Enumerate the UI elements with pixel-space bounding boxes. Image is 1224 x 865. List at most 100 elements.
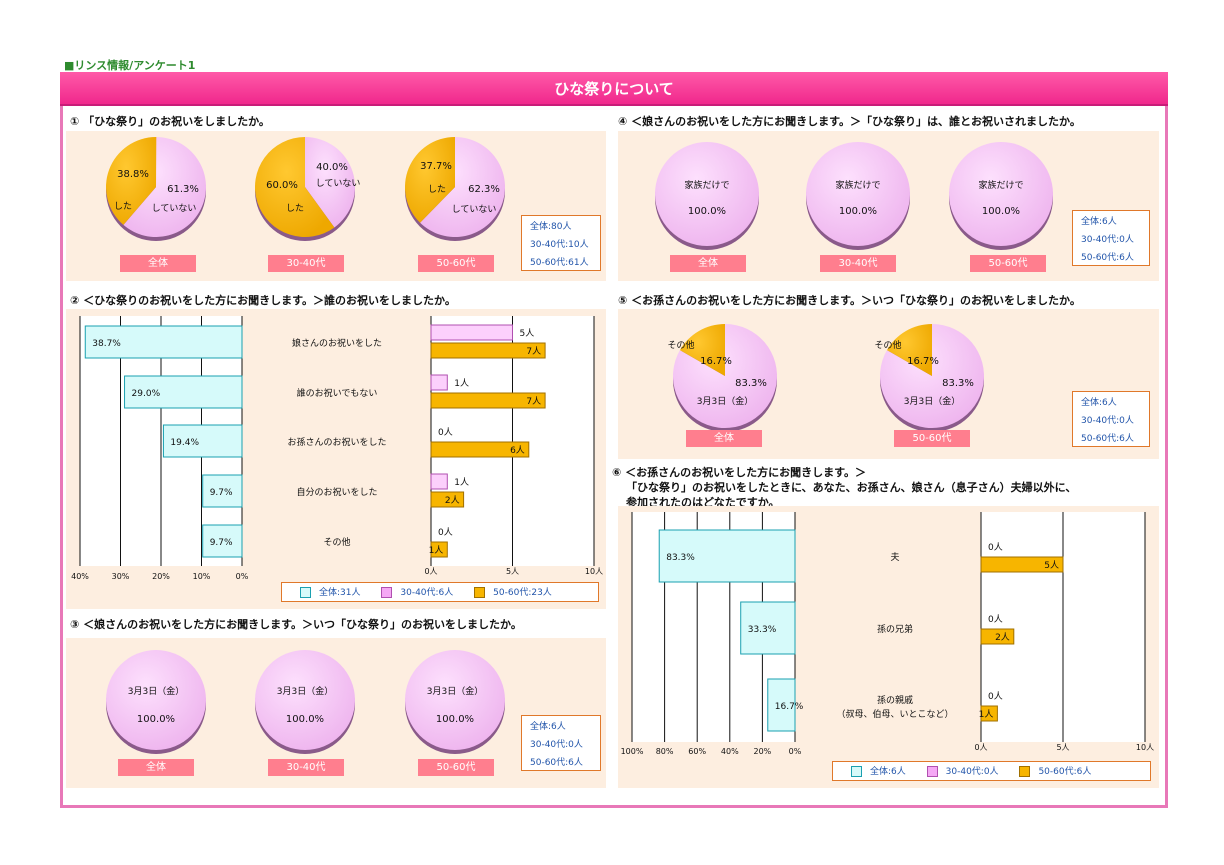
pie-slice <box>305 137 355 228</box>
pie-value-label: 83.3% <box>735 378 767 389</box>
pie-category-label: した <box>114 201 132 212</box>
bar-5060 <box>980 628 1015 645</box>
legend-s2-5060: 50-60代:23人 <box>493 588 552 598</box>
pie-category-label: その他 <box>667 339 694 351</box>
legend-s3-5060: 50-60代:6人 <box>530 758 583 768</box>
bar <box>162 424 243 458</box>
category-label: 誰のお祝いでもない <box>297 387 378 399</box>
legend-s1-all: 全体:80人 <box>530 222 572 232</box>
badge-s4-3040: 30-40代 <box>820 255 896 272</box>
pie-value-label: 60.0% <box>266 180 298 191</box>
bar-3040-label: 0人 <box>438 427 453 438</box>
section-2-title: ② ＜ひな祭りのお祝いをした方にお聞きします。＞誰のお祝いをしましたか。 <box>70 294 456 307</box>
legend-s3-all: 全体:6人 <box>530 722 566 732</box>
bar-value-label: 9.7% <box>210 488 233 498</box>
bar-3040 <box>430 473 448 490</box>
pie-slice <box>880 324 985 429</box>
badge-s3-3040: 30-40代 <box>268 759 344 776</box>
legend-s2-3040: 30-40代:6人 <box>400 588 454 598</box>
pie-category-label: していない <box>452 204 497 215</box>
legend-s5-5060: 50-60代:6人 <box>1081 434 1134 444</box>
tick-label: 60% <box>688 747 706 756</box>
pie-category-label: その他 <box>874 339 901 351</box>
pie-slice <box>106 137 157 225</box>
bar <box>202 524 243 558</box>
tick-label: 20% <box>754 747 772 756</box>
pie-category-label: 家族だけで <box>684 179 729 191</box>
legend-s2: 全体:31人 30-40代:6人 50-60代:23人 <box>281 582 599 602</box>
category-label: 孫の兄弟 <box>877 623 913 635</box>
badge-s1-3040: 30-40代 <box>268 255 344 272</box>
category-label: 自分のお祝いをした <box>296 486 377 498</box>
pie-category-label: 3月3日（金） <box>904 395 960 407</box>
pie-slice <box>673 324 778 429</box>
badge-s3-all: 全体 <box>118 759 194 776</box>
pie-value-label: 16.7% <box>700 356 732 367</box>
section-6-title-1: ⑥ ＜お孫さんのお祝いをした方にお聞きします。＞ <box>612 466 867 479</box>
bar-3040 <box>430 374 448 391</box>
bar-5060 <box>980 556 1064 573</box>
section-4-title: ④ ＜娘さんのお祝いをした方にお聞きします。＞「ひな祭り」は、誰とお祝いされまし… <box>618 115 1081 128</box>
bar-5060-label: 7人 <box>526 396 541 407</box>
badge-s1-5060: 50-60代 <box>418 255 494 272</box>
pie-category-label: していない <box>316 178 361 189</box>
bar-5060 <box>430 491 465 508</box>
bar-3040-label: 0人 <box>988 542 1003 553</box>
pie-value-label: 100.0% <box>286 714 324 725</box>
tick-label: 5人 <box>1056 743 1069 752</box>
tick-label: 10人 <box>585 567 603 576</box>
legend-s5-3040: 30-40代:0人 <box>1081 416 1134 426</box>
legend-s6: 全体:6人 30-40代:0人 50-60代:6人 <box>832 761 1151 781</box>
bar-3040-label: 5人 <box>520 328 535 339</box>
bar-3040-label: 1人 <box>454 477 469 488</box>
bar-5060-label: 5人 <box>1044 560 1059 571</box>
legend-s5-all: 全体:6人 <box>1081 398 1117 408</box>
pie-category-label: した <box>286 203 304 214</box>
legend-s6-3040: 30-40代:0人 <box>945 767 999 777</box>
tick-label: 30% <box>112 572 130 581</box>
pie-category-label: 3月3日（金） <box>128 685 184 697</box>
pie-value-label: 16.7% <box>907 356 939 367</box>
category-label: 夫 <box>890 551 899 563</box>
pie-category-label: 3月3日（金） <box>427 685 483 697</box>
tick-label: 40% <box>71 572 89 581</box>
legend-s3: 全体:6人 30-40代:0人 50-60代:6人 <box>521 715 601 771</box>
bar-5060-label: 1人 <box>429 545 444 556</box>
pie-value-label: 61.3% <box>167 184 199 195</box>
legend-s1-3040: 30-40代:10人 <box>530 240 589 250</box>
pie-category-label: していない <box>152 203 197 214</box>
badge-s3-5060: 50-60代 <box>418 759 494 776</box>
bar-value-label: 9.7% <box>210 538 233 548</box>
category-label: 孫の親戚 <box>877 694 913 706</box>
pie-slice <box>806 142 910 246</box>
tick-label: 20% <box>152 572 170 581</box>
tick-label: 0人 <box>974 743 987 752</box>
category-label: その他 <box>323 536 350 548</box>
legend-swatch-pink <box>926 766 938 777</box>
bar-5060-label: 1人 <box>979 709 994 720</box>
pie-category-label: 3月3日（金） <box>277 685 333 697</box>
bar-5060-label: 7人 <box>526 346 541 357</box>
pie-slice <box>405 650 505 750</box>
tick-label: 0% <box>789 747 802 756</box>
pie-category-label: 3月3日（金） <box>697 395 753 407</box>
legend-s5: 全体:6人 30-40代:0人 50-60代:6人 <box>1072 391 1150 447</box>
bar-3040 <box>430 324 513 341</box>
pie-value-label: 40.0% <box>316 162 348 173</box>
legend-swatch-cyan <box>851 766 862 777</box>
tick-label: 5人 <box>506 567 519 576</box>
tick-label: 0人 <box>424 567 437 576</box>
category-sublabel: （叔母、伯母、いとこなど） <box>836 708 953 720</box>
bar-5060-label: 2人 <box>445 495 460 506</box>
tick-label: 10% <box>193 572 211 581</box>
legend-s4-3040: 30-40代:0人 <box>1081 235 1134 245</box>
pie-slice <box>405 137 455 223</box>
tick-label: 10人 <box>1136 743 1154 752</box>
section-5-title: ⑤ ＜お孫さんのお祝いをした方にお聞きします。＞いつ「ひな祭り」のお祝いをしまし… <box>618 294 1081 307</box>
tick-label: 0% <box>236 572 249 581</box>
pie-slice <box>254 137 335 238</box>
section-6-title-2: 「ひな祭り」のお祝いをしたときに、あなた、お孫さん、娘さん（息子さん）夫婦以外に… <box>626 481 1077 494</box>
bar <box>84 325 243 359</box>
bar-5060 <box>430 541 448 558</box>
